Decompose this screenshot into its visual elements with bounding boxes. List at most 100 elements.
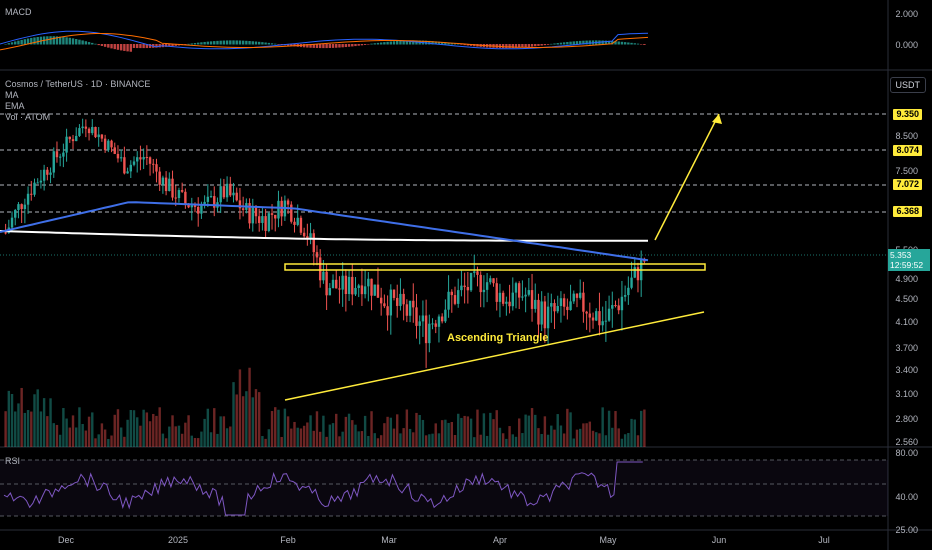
volume-bar	[566, 408, 569, 447]
candle-body	[437, 316, 441, 327]
volume-bar	[283, 408, 287, 447]
volume-bar	[370, 411, 373, 447]
macd-histogram-bar	[241, 40, 245, 45]
price-tick: 4.500	[895, 294, 918, 304]
macd-histogram-bar	[119, 44, 123, 51]
candle-body	[379, 297, 383, 304]
volume-bar	[299, 428, 303, 447]
volume-bar	[136, 417, 139, 447]
macd-histogram-bar	[277, 44, 280, 45]
rsi-line	[3, 461, 643, 516]
macd-histogram-bar	[315, 44, 319, 49]
macd-histogram-bar	[347, 44, 351, 47]
candle-body	[33, 182, 36, 195]
macd-histogram-bar	[335, 44, 338, 48]
volume-bar	[396, 414, 399, 447]
volume-bar	[518, 418, 521, 447]
volume-bar	[177, 425, 181, 447]
volume-bar	[235, 394, 238, 447]
volume-bar	[328, 424, 332, 447]
volume-bar	[534, 414, 537, 447]
volume-bar	[620, 438, 624, 447]
macd-histogram-bar	[78, 39, 81, 45]
candle-body	[325, 271, 328, 296]
candle-body	[116, 153, 120, 159]
candle-body	[501, 292, 505, 304]
candle-body	[75, 135, 78, 142]
volume-bar	[338, 436, 341, 447]
macd-histogram-bar	[136, 44, 139, 49]
volume-bar	[360, 431, 364, 447]
x-tick: Mar	[381, 535, 397, 545]
volume-bar	[511, 434, 514, 447]
arrow-head	[712, 114, 722, 124]
candle-body	[527, 290, 531, 295]
volume-bar	[216, 433, 219, 447]
macd-histogram-bar	[145, 44, 149, 49]
candle-body	[598, 311, 601, 326]
candle-body	[174, 197, 177, 199]
volume-bar	[65, 418, 68, 447]
volume-bar	[81, 423, 84, 447]
volume-bar	[643, 409, 646, 447]
x-tick: Dec	[57, 535, 75, 545]
volume-bar	[363, 415, 367, 447]
candle-body	[155, 164, 158, 172]
volume-bar	[408, 428, 412, 447]
projection-arrow	[654, 113, 720, 241]
macd-histogram-bar	[578, 40, 582, 45]
currency-button[interactable]: USDT	[889, 77, 926, 93]
rsi-band	[0, 460, 888, 516]
volume-bar	[110, 435, 113, 447]
macd-histogram-bar	[94, 43, 97, 45]
macd-histogram-bar	[274, 43, 277, 45]
candle-body	[229, 183, 232, 196]
candle-body	[296, 217, 299, 225]
candle-body	[511, 292, 514, 307]
candle-body	[489, 278, 492, 283]
candle-body	[405, 304, 409, 316]
volume-bar	[473, 437, 476, 447]
indicator-ema[interactable]: EMA	[5, 101, 25, 111]
candle-body	[521, 296, 524, 298]
volume-bar	[277, 409, 280, 447]
volume-bar	[543, 416, 547, 447]
volume-bar	[450, 422, 453, 447]
macd-histogram-bar	[142, 44, 145, 49]
volume-bar	[604, 435, 608, 447]
volume-bar	[344, 416, 348, 447]
candle-body	[354, 287, 357, 295]
volume-bar	[257, 392, 261, 447]
volume-bar	[113, 414, 116, 447]
candle-body	[566, 306, 569, 311]
volume-bar	[261, 436, 264, 447]
macd-histogram-bar	[614, 41, 617, 45]
x-tick: Jun	[711, 535, 727, 545]
pattern-annotation[interactable]: Ascending Triangle	[447, 332, 549, 344]
candle-body	[620, 296, 624, 311]
price-tick: 3.400	[895, 365, 918, 375]
indicator-ma[interactable]: MA	[5, 90, 19, 100]
volume-bar	[508, 426, 511, 447]
macd-histogram-bar	[58, 36, 62, 45]
macd-histogram-bar	[636, 43, 640, 45]
macd-histogram-bar	[97, 44, 100, 46]
macd-histogram-bar	[68, 37, 72, 45]
candle-body	[222, 186, 226, 198]
candle-body	[537, 299, 540, 325]
candle-body	[232, 192, 235, 196]
candle-body	[569, 301, 572, 311]
volume-bar	[264, 438, 267, 447]
macd-histogram-bar	[290, 44, 293, 47]
volume-bar	[197, 438, 200, 447]
candle-body	[4, 232, 7, 234]
candle-body	[68, 136, 72, 140]
candle-body	[312, 233, 315, 253]
volume-bar	[71, 415, 75, 447]
indicator-volume[interactable]: Vol · ATOM	[5, 112, 51, 122]
volume-bar	[428, 434, 431, 447]
candle-body	[14, 209, 17, 218]
volume-bar	[514, 436, 518, 447]
macd-histogram-bar	[617, 41, 620, 45]
